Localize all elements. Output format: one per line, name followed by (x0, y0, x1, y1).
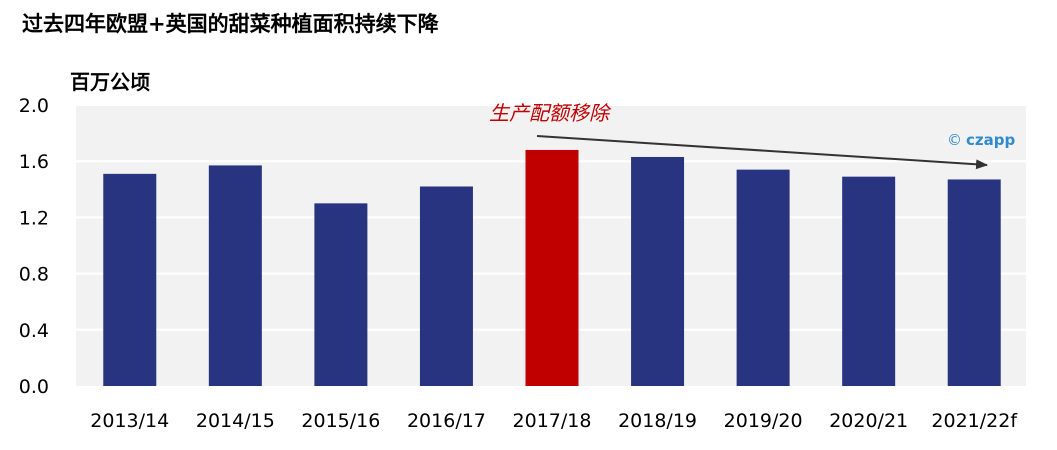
bar-2019-20 (736, 169, 790, 386)
chart-title: 过去四年欧盟+英国的甜菜种植面积持续下降 (22, 12, 439, 36)
y-tick-label: 1.6 (19, 151, 49, 173)
copyright-icon: © (947, 131, 962, 149)
y-axis-unit-label: 百万公顷 (70, 70, 150, 94)
bar-2020-21 (842, 176, 896, 386)
watermark-text: czapp (966, 131, 1015, 149)
x-tick-label: 2015/16 (301, 410, 380, 432)
x-tick-label: 2021/22f (931, 410, 1018, 432)
x-tick-label: 2020/21 (829, 410, 908, 432)
y-tick-label: 1.2 (19, 207, 49, 229)
x-tick-label: 2016/17 (407, 410, 486, 432)
watermark-logo: © czapp (947, 131, 1015, 149)
x-tick-label: 2018/19 (618, 410, 697, 432)
y-axis-ticks: 0.0 0.4 0.8 1.2 1.6 2.0 (19, 95, 49, 398)
bar-2013-14 (103, 173, 157, 386)
x-tick-label: 2019/20 (724, 410, 803, 432)
bar-2021-22f (947, 179, 1001, 386)
trend-arrow (536, 135, 988, 170)
bar-2017-18 (525, 149, 579, 386)
x-tick-label: 2013/14 (90, 410, 169, 432)
annotation-label: 生产配额移除 (489, 101, 612, 125)
y-tick-label: 0.4 (19, 320, 49, 342)
y-tick-label: 0.8 (19, 264, 49, 286)
x-tick-label: 2017/18 (513, 410, 592, 432)
bar-2014-15 (208, 165, 262, 386)
bars (103, 149, 1001, 386)
bar-2018-19 (631, 156, 685, 386)
x-axis-ticks: 2013/14 2014/15 2015/16 2016/17 2017/18 2018/… (90, 410, 1018, 432)
bar-2016-17 (419, 186, 473, 386)
x-tick-label: 2014/15 (196, 410, 275, 432)
y-tick-label: 0.0 (19, 376, 49, 398)
bar-2015-16 (314, 203, 368, 386)
y-tick-label: 2.0 (19, 95, 49, 117)
